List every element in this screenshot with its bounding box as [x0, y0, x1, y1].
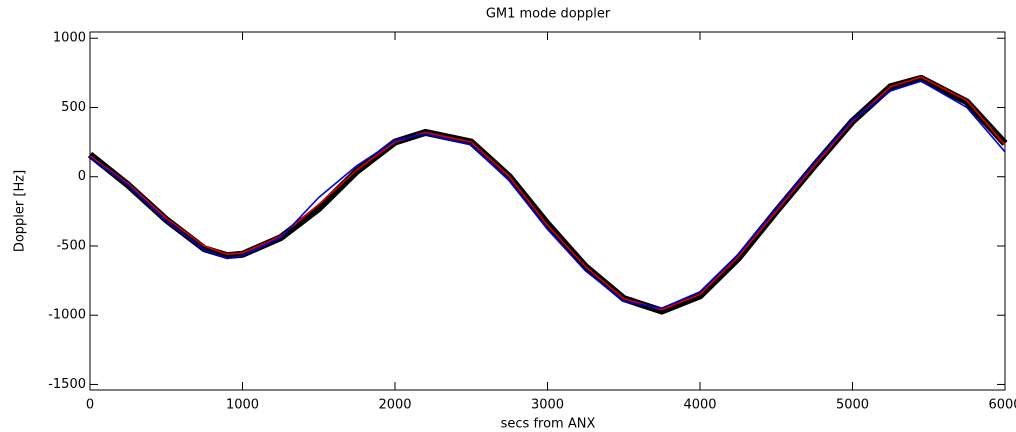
x-tick-label: 2000 — [378, 398, 411, 413]
x-tick-label: 0 — [86, 398, 94, 413]
x-tick-label: 5000 — [836, 398, 869, 413]
y-tick-label: 1000 — [53, 31, 86, 46]
plot-frame — [89, 31, 1006, 391]
x-tick-label: 3000 — [531, 398, 564, 413]
y-tick-label: -500 — [56, 238, 86, 253]
y-tick-label: -1000 — [48, 308, 86, 323]
y-tick-label: -1500 — [48, 377, 86, 392]
series-line — [89, 80, 1006, 310]
y-tick-label: 500 — [61, 100, 86, 115]
series-line — [87, 74, 1008, 315]
x-axis-label: secs from ANX — [501, 417, 596, 432]
x-tick-label: 1000 — [226, 398, 259, 413]
chart-title: GM1 mode doppler — [486, 7, 611, 22]
y-axis-label: Doppler [Hz] — [13, 170, 28, 252]
series-line — [89, 76, 1006, 311]
x-tick-label: 4000 — [683, 398, 716, 413]
x-tick-label: 6000 — [988, 398, 1016, 413]
y-tick-label: 0 — [78, 169, 86, 184]
